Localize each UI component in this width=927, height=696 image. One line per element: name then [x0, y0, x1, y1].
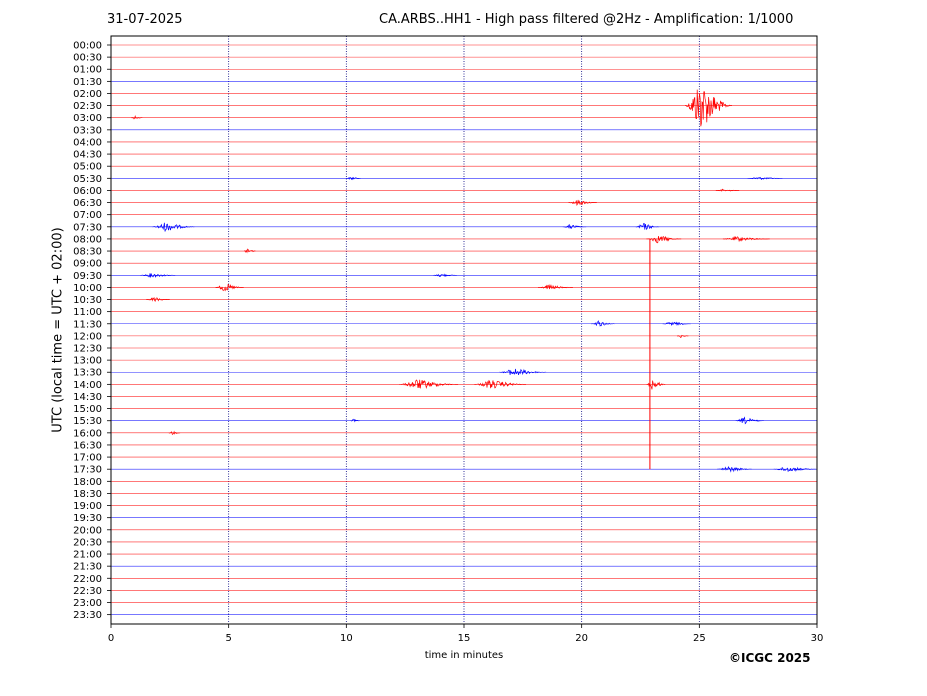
y-tick-label: 01:30: [73, 77, 102, 88]
y-tick-label: 03:30: [73, 125, 102, 136]
y-tick-label: 23:30: [73, 610, 102, 621]
y-tick-label: 02:00: [73, 89, 102, 100]
y-tick-label: 15:00: [73, 404, 102, 415]
y-tick-label: 19:00: [73, 501, 102, 512]
seismic-event: [773, 466, 816, 473]
seismic-event: [146, 296, 170, 302]
seismic-event: [140, 273, 176, 278]
x-tick-label: 0: [108, 633, 114, 644]
y-tick-label: 21:30: [73, 562, 102, 573]
y-tick-label: 01:00: [73, 65, 102, 76]
seismic-event: [591, 320, 615, 327]
seismic-event: [735, 416, 764, 425]
plot-title: CA.ARBS..HH1 - High pass filtered @2Hz -…: [379, 12, 794, 27]
y-tick-label: 13:30: [73, 368, 102, 379]
plot-date: 31-07-2025: [107, 12, 183, 27]
y-tick-label: 05:30: [73, 174, 102, 185]
y-tick-label: 17:30: [73, 465, 102, 476]
seismic-event: [747, 176, 783, 180]
seismic-event: [243, 248, 256, 254]
y-tick-label: 12:00: [73, 331, 102, 342]
y-tick-label: 13:00: [73, 356, 102, 367]
y-tick-label: 15:30: [73, 416, 102, 427]
seismic-event: [350, 418, 360, 423]
y-tick-label: 20:30: [73, 537, 102, 548]
seismic-event: [168, 430, 181, 435]
seismic-event: [722, 235, 770, 243]
seismic-event: [717, 465, 752, 473]
seismic-event: [568, 199, 597, 207]
seismic-event: [131, 115, 143, 120]
y-tick-label: 08:00: [73, 234, 102, 245]
seismic-event: [152, 222, 195, 232]
seismic-event: [676, 334, 689, 338]
y-tick-label: 14:30: [73, 392, 102, 403]
x-tick-label: 30: [811, 633, 824, 644]
y-tick-label: 10:00: [73, 283, 102, 294]
y-tick-label: 06:30: [73, 198, 102, 209]
seismic-event: [474, 379, 526, 389]
y-tick-label: 18:30: [73, 489, 102, 500]
y-tick-label: 07:00: [73, 210, 102, 221]
y-tick-label: 21:00: [73, 550, 102, 561]
seismic-event: [635, 222, 660, 231]
y-tick-label: 18:00: [73, 477, 102, 488]
y-tick-label: 08:30: [73, 247, 102, 258]
y-tick-label: 11:30: [73, 319, 102, 330]
y-tick-label: 17:00: [73, 453, 102, 464]
y-tick-label: 12:30: [73, 344, 102, 355]
y-tick-label: 11:00: [73, 307, 102, 318]
seismic-event: [685, 89, 732, 127]
y-tick-label: 16:30: [73, 440, 102, 451]
x-tick-label: 15: [458, 633, 471, 644]
x-tick-label: 25: [693, 633, 706, 644]
y-tick-label: 04:30: [73, 150, 102, 161]
seismic-event: [715, 188, 740, 192]
y-tick-label: 04:00: [73, 137, 102, 148]
y-tick-label: 19:30: [73, 513, 102, 524]
y-tick-label: 09:00: [73, 259, 102, 270]
seismic-event: [433, 273, 457, 278]
y-tick-label: 22:00: [73, 574, 102, 585]
y-tick-label: 03:00: [73, 113, 102, 124]
y-tick-label: 07:30: [73, 222, 102, 233]
x-axis-label: time in minutes: [424, 650, 504, 661]
seismic-event: [646, 380, 666, 390]
seismic-event: [562, 224, 587, 230]
y-tick-label: 00:30: [73, 53, 102, 64]
y-tick-label: 10:30: [73, 295, 102, 306]
y-tick-label: 09:30: [73, 271, 102, 282]
x-tick-label: 5: [225, 633, 231, 644]
y-tick-label: 20:00: [73, 525, 102, 536]
x-tick-label: 20: [575, 633, 588, 644]
y-tick-label: 22:30: [73, 586, 102, 597]
seismic-event: [399, 379, 459, 389]
y-tick-label: 05:00: [73, 162, 102, 173]
x-tick-label: 10: [340, 633, 353, 644]
y-tick-label: 00:00: [73, 41, 102, 52]
seismic-event: [538, 283, 573, 290]
seismic-event: [662, 321, 691, 327]
seismic-event: [646, 235, 682, 244]
seismic-event: [346, 176, 361, 181]
y-tick-label: 16:00: [73, 428, 102, 439]
y-tick-label: 14:00: [73, 380, 102, 391]
seismic-event: [499, 368, 547, 376]
copyright-text: ©ICGC 2025: [729, 651, 811, 665]
y-tick-label: 06:00: [73, 186, 102, 197]
y-tick-label: 02:30: [73, 101, 102, 112]
seismic-event: [215, 283, 244, 292]
y-tick-label: 23:00: [73, 598, 102, 609]
